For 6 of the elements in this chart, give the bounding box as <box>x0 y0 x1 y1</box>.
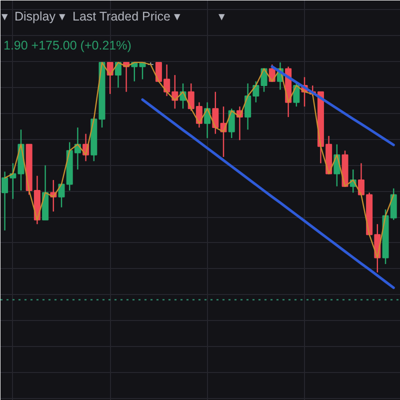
text: ▾ <box>218 10 226 24</box>
text: Display ▾ <box>14 10 66 24</box>
text: 1.90 +175.00 (+0.21%) <box>4 38 132 52</box>
text: Last Traded Price ▾ <box>72 10 181 24</box>
text: ▾ <box>2 10 8 24</box>
candlestick <box>212 91 219 134</box>
